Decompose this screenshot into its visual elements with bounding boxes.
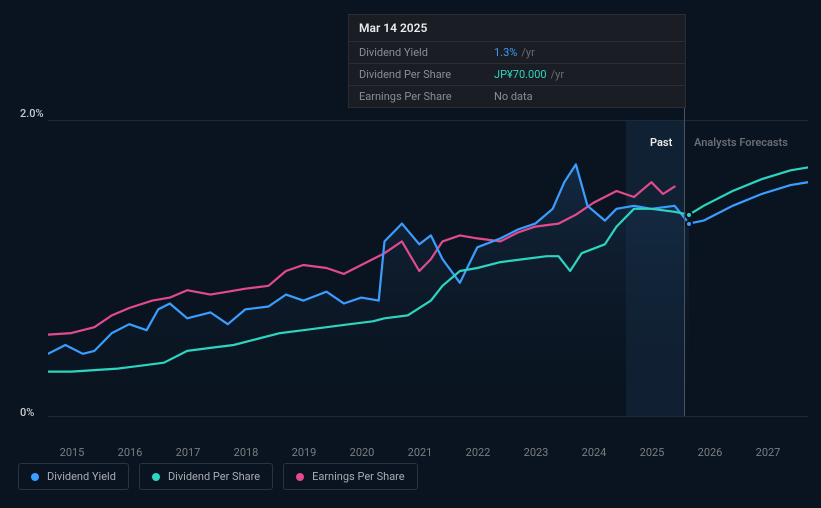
- x-axis-tick: 2019: [292, 446, 317, 459]
- x-axis-tick: 2017: [176, 446, 201, 459]
- x-axis-tick: 2021: [408, 446, 433, 459]
- tooltip-row: Dividend Yield1.3%/yr: [349, 42, 685, 64]
- legend-dot: [152, 473, 160, 481]
- x-axis-tick: 2018: [234, 446, 259, 459]
- tooltip-row: Earnings Per ShareNo data: [349, 86, 685, 107]
- section-label-forecast: Analysts Forecasts: [694, 136, 788, 149]
- x-axis-tick: 2026: [698, 446, 723, 459]
- chart-plot[interactable]: [48, 120, 808, 416]
- section-label-past: Past: [650, 136, 672, 149]
- x-axis-tick: 2027: [756, 446, 781, 459]
- x-axis-tick: 2020: [350, 446, 375, 459]
- dividend-chart: Mar 14 2025 Dividend Yield1.3%/yrDividen…: [0, 0, 821, 508]
- tooltip-date: Mar 14 2025: [349, 15, 685, 42]
- tooltip-row: Dividend Per ShareJP¥70.000/yr: [349, 64, 685, 86]
- cursor-line: [684, 102, 685, 416]
- y-axis-tick: 2.0%: [20, 107, 44, 120]
- x-axis-tick: 2016: [118, 446, 143, 459]
- series-marker: [685, 220, 693, 228]
- tooltip-value: JP¥70.000/yr: [494, 68, 564, 81]
- legend-dot: [296, 473, 304, 481]
- y-axis-tick: 0%: [20, 406, 34, 419]
- series-marker: [685, 211, 693, 219]
- legend-dot: [31, 473, 39, 481]
- x-axis-tick: 2015: [60, 446, 85, 459]
- tooltip-label: Earnings Per Share: [359, 90, 494, 103]
- tooltip-value: No data: [494, 90, 533, 103]
- legend-label: Earnings Per Share: [312, 470, 405, 483]
- tooltip-label: Dividend Per Share: [359, 68, 494, 81]
- legend-item[interactable]: Dividend Yield: [18, 463, 129, 490]
- tooltip-value: 1.3%/yr: [494, 46, 535, 59]
- chart-legend: Dividend Yield Dividend Per Share Earnings…: [18, 463, 418, 490]
- legend-item[interactable]: Dividend Per Share: [139, 463, 273, 490]
- tooltip-label: Dividend Yield: [359, 46, 494, 59]
- gridline: [48, 416, 808, 417]
- legend-label: Dividend Yield: [47, 470, 116, 483]
- x-axis-tick: 2022: [466, 446, 491, 459]
- legend-label: Dividend Per Share: [168, 470, 260, 483]
- legend-item[interactable]: Earnings Per Share: [283, 463, 418, 490]
- x-axis-tick: 2024: [582, 446, 607, 459]
- chart-tooltip: Mar 14 2025 Dividend Yield1.3%/yrDividen…: [348, 14, 686, 108]
- x-axis-tick: 2025: [640, 446, 665, 459]
- x-axis-tick: 2023: [524, 446, 549, 459]
